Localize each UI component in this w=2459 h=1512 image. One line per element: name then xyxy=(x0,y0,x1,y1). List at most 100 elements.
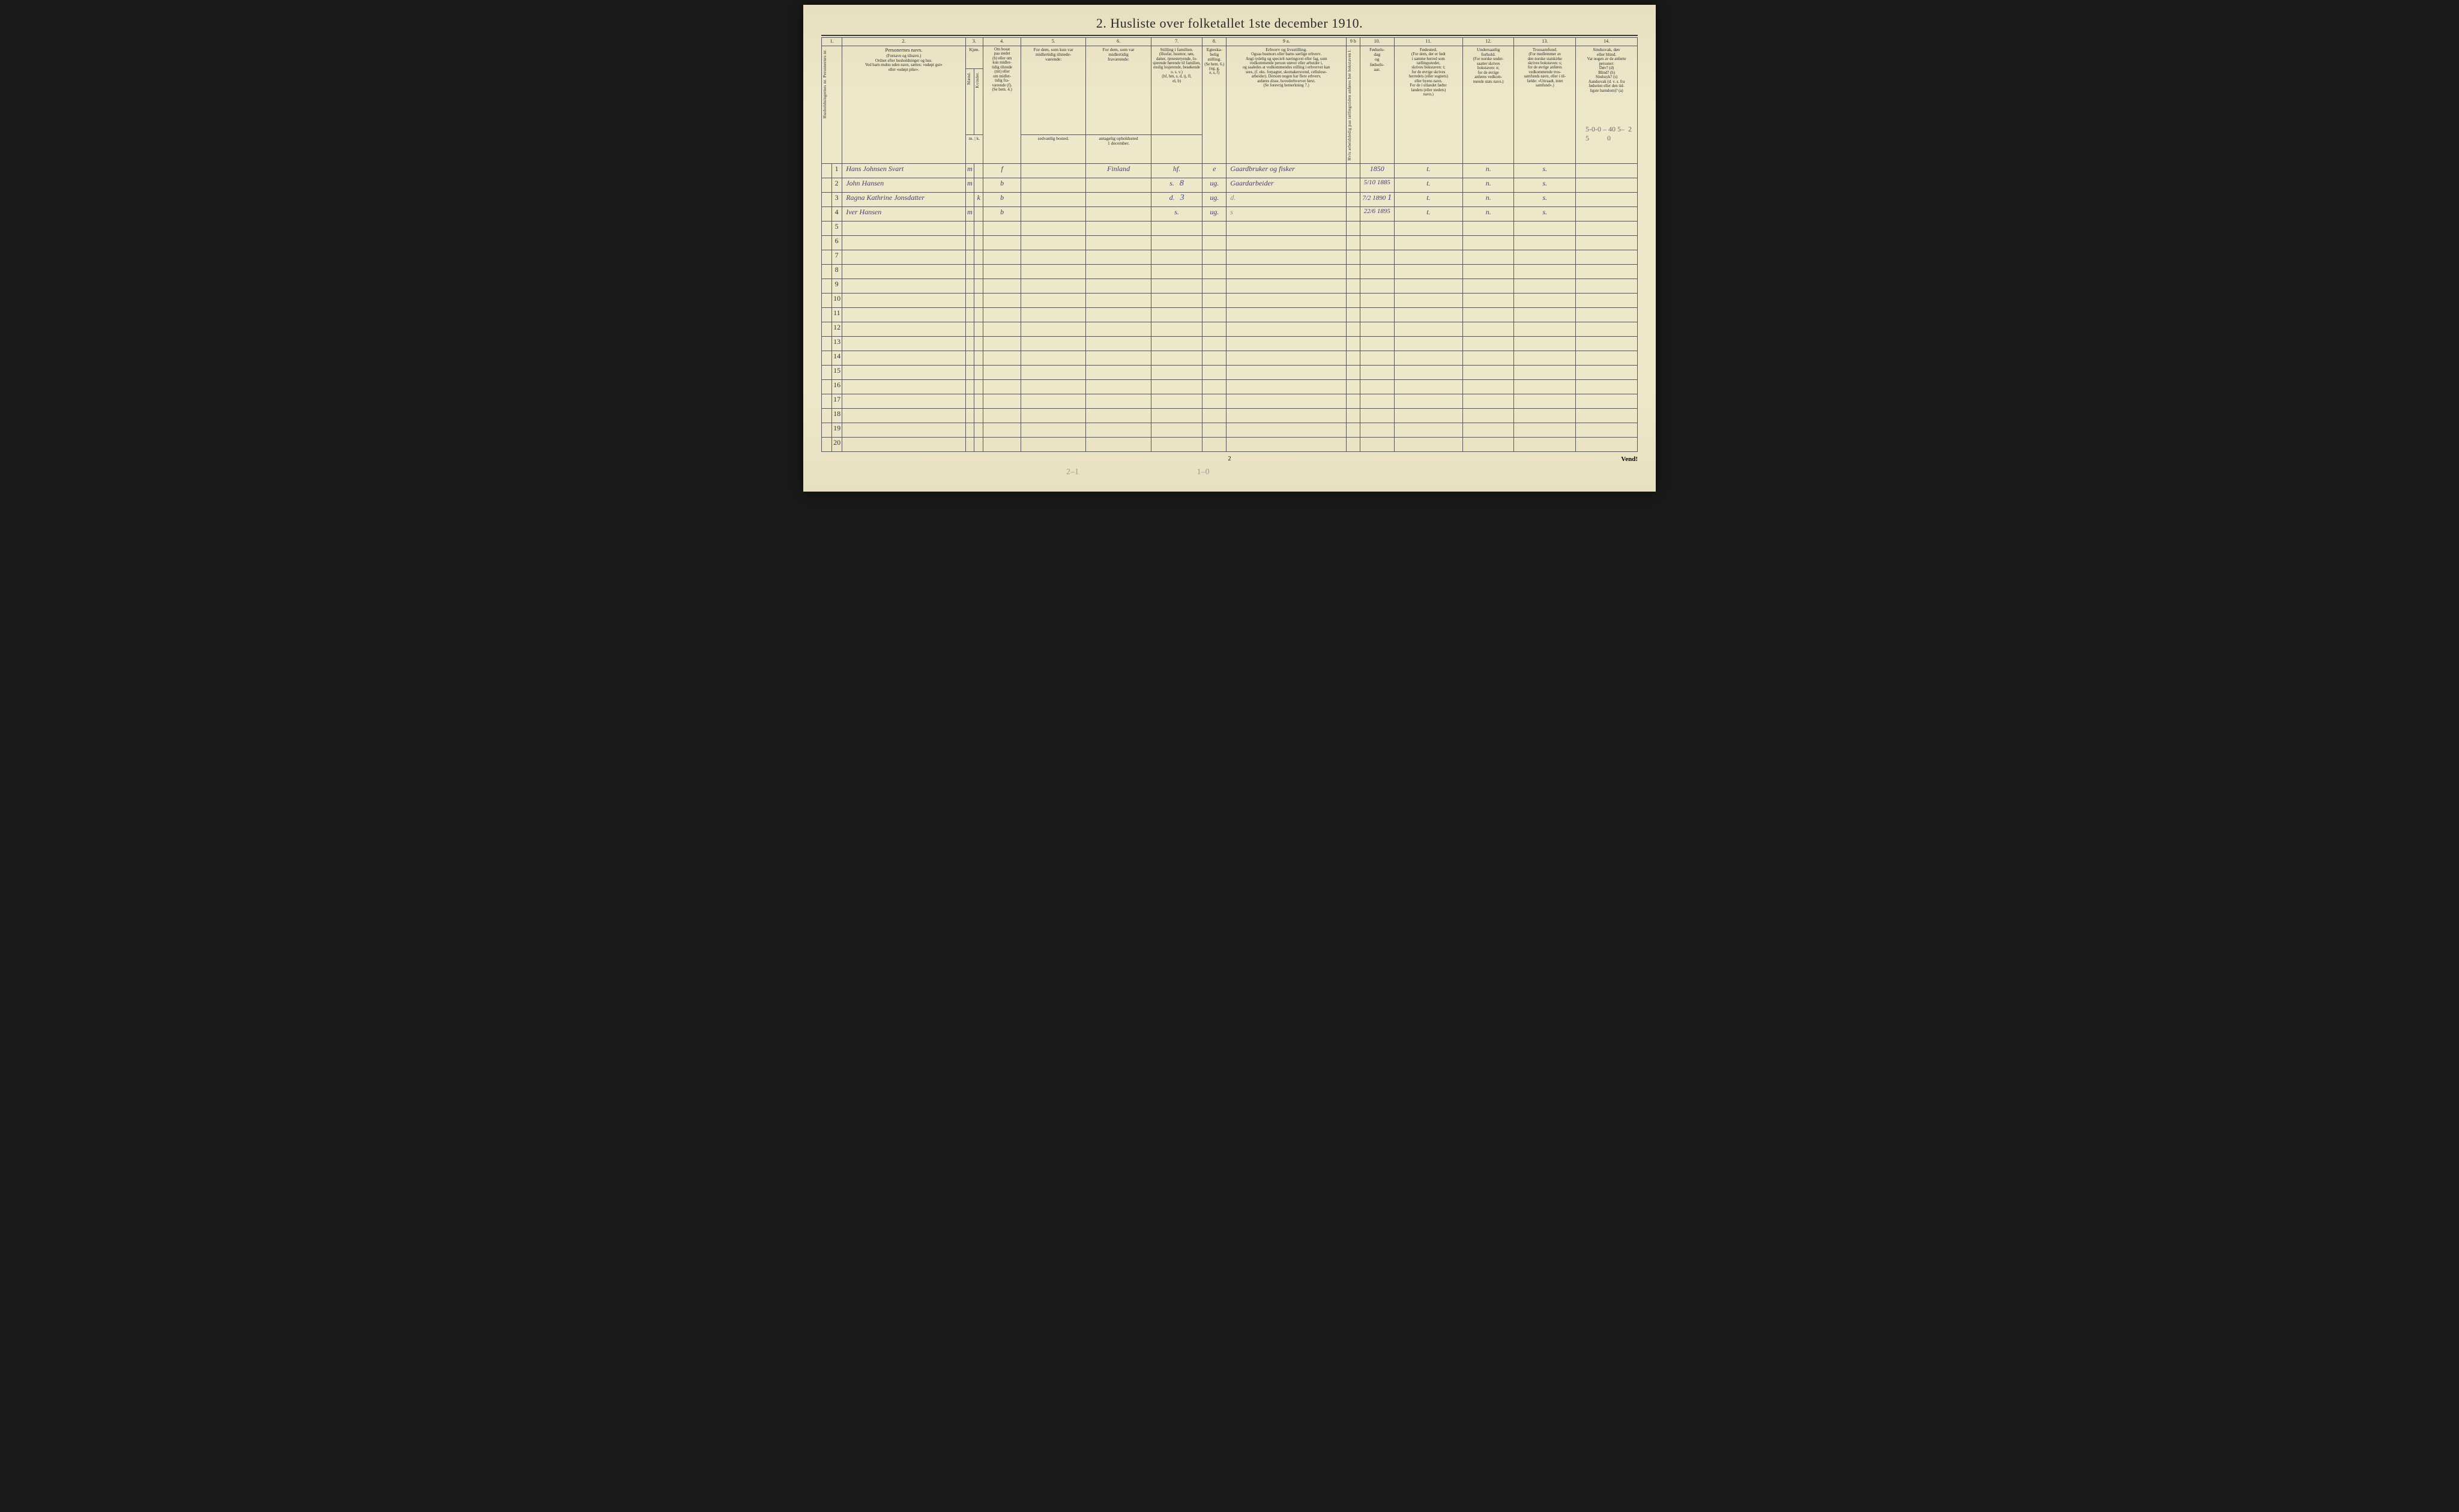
cell-dob: 22/6 1895 xyxy=(1360,206,1394,221)
cell-religion: s. xyxy=(1514,192,1576,206)
cell-c14 xyxy=(1576,178,1638,192)
cell-c9b xyxy=(1346,206,1360,221)
row-number: 2 xyxy=(832,178,842,192)
row-number: 1 xyxy=(832,163,842,178)
cell-nationality: n. xyxy=(1462,178,1514,192)
cell-residence: b xyxy=(983,178,1021,192)
cell-religion: s. xyxy=(1514,163,1576,178)
cell-sex-m: m xyxy=(965,163,974,178)
cell-sex-k xyxy=(974,163,983,178)
cell-sex-m xyxy=(965,192,974,206)
colnum-11: 11. xyxy=(1394,38,1462,46)
table-row: 14 xyxy=(822,351,1638,365)
col4-header: Om bosat paa stedet (b) eller om kun mid… xyxy=(983,46,1021,163)
cell-c9b xyxy=(1346,192,1360,206)
row-number: 4 xyxy=(832,206,842,221)
cell-marital: ug. xyxy=(1202,192,1226,206)
cell-residence: f xyxy=(983,163,1021,178)
cell-religion: s. xyxy=(1514,178,1576,192)
cell-occupation: s xyxy=(1226,206,1347,221)
table-row: 6 xyxy=(822,235,1638,250)
cell-c14 xyxy=(1576,192,1638,206)
cell-birthplace: t. xyxy=(1394,163,1462,178)
table-row: 9 xyxy=(822,279,1638,293)
table-row: 20 xyxy=(822,437,1638,451)
table-row: 12 xyxy=(822,322,1638,336)
cell-family: s. 8 xyxy=(1151,178,1202,192)
table-row: 16 xyxy=(822,379,1638,394)
cell-c5 xyxy=(1021,163,1086,178)
cell-name: Hans Johnsen Svart xyxy=(842,163,965,178)
colnum-12: 12. xyxy=(1462,38,1514,46)
col3-maend: Mænd. xyxy=(965,69,974,134)
col2-header: Personernes navn. (Fornavn og tilnavn.) … xyxy=(842,46,965,163)
cell-occupation: Gaardbruker og fisker xyxy=(1226,163,1347,178)
table-row: 13 xyxy=(822,336,1638,351)
table-row: 4 Iver Hansen m b s. ug. s 22/6 1895 t. … xyxy=(822,206,1638,221)
row-number: 3 xyxy=(832,192,842,206)
table-body: 1 Hans Johnsen Svart m f Finland hf. e G… xyxy=(822,163,1638,451)
table-row: 19 xyxy=(822,423,1638,437)
col8-header: Egteska- belig stilling. (Se bem. 6.) (u… xyxy=(1202,46,1226,163)
cell-dob: 5/10 1885 xyxy=(1360,178,1394,192)
table-row: 11 xyxy=(822,307,1638,322)
cell-nationality: n. xyxy=(1462,163,1514,178)
census-page: 2. Husliste over folketallet 1ste decemb… xyxy=(803,5,1656,492)
col3-header: Kjøn. xyxy=(965,46,983,68)
cell-sex-m: m xyxy=(965,178,974,192)
cell-birthplace: t. xyxy=(1394,178,1462,192)
cell-c5 xyxy=(1021,206,1086,221)
cell-birthplace: t. xyxy=(1394,192,1462,206)
cell-c6 xyxy=(1086,206,1151,221)
cell-name: Ragna Kathrine Jonsdatter xyxy=(842,192,965,206)
col5-sub: sedvanlig bosted. xyxy=(1021,134,1086,163)
col3-kvinder: Kvinder. xyxy=(974,69,983,134)
col6-sub: antagelig opholdssted 1 december. xyxy=(1086,134,1151,163)
table-row: 8 xyxy=(822,264,1638,279)
census-table: 1. 2. 3. 4. 5. 6. 7. 8. 9 a. 9 b 10. 11.… xyxy=(821,37,1638,452)
table-row: 10 xyxy=(822,293,1638,307)
header-main-row: Husholdningernes nr. Personernes nr. Per… xyxy=(822,46,1638,68)
colnum-4: 4. xyxy=(983,38,1021,46)
page-footer: 2 Vend! 2–1 1–0 xyxy=(821,456,1638,474)
colnum-1: 1. xyxy=(822,38,842,46)
footer-vend: Vend! xyxy=(1621,456,1638,463)
cell-marital: e xyxy=(1202,163,1226,178)
table-header: 1. 2. 3. 4. 5. 6. 7. 8. 9 a. 9 b 10. 11.… xyxy=(822,38,1638,164)
table-row: 5 xyxy=(822,221,1638,235)
cell-sex-k: k xyxy=(974,192,983,206)
page-title: 2. Husliste over folketallet 1ste decemb… xyxy=(821,16,1638,31)
cell-c5 xyxy=(1021,178,1086,192)
colnum-2: 2. xyxy=(842,38,965,46)
footer-page-number: 2 xyxy=(1228,456,1231,462)
cell-sex-k xyxy=(974,178,983,192)
cell-name: John Hansen xyxy=(842,178,965,192)
cell-c9b xyxy=(1346,178,1360,192)
cell-c6 xyxy=(1086,178,1151,192)
table-row: 2 John Hansen m b s. 8 ug. Gaardarbeider… xyxy=(822,178,1638,192)
cell-c14 xyxy=(1576,206,1638,221)
column-number-row: 1. 2. 3. 4. 5. 6. 7. 8. 9 a. 9 b 10. 11.… xyxy=(822,38,1638,46)
col9a-header: Erhverv og livsstilling. Ogsaa husmors e… xyxy=(1226,46,1347,163)
cell-c9b xyxy=(1346,163,1360,178)
col3-mk: m. | k. xyxy=(965,134,983,163)
col5-header: For dem, som kun var midlertidig tilsted… xyxy=(1021,46,1086,134)
col14-header: Sindssvak, døv eller blind. Var nogen av… xyxy=(1576,46,1638,163)
cell-family: d. 3 xyxy=(1151,192,1202,206)
colnum-9a: 9 a. xyxy=(1226,38,1347,46)
cell-c6: Finland xyxy=(1086,163,1151,178)
cell-c5 xyxy=(1021,192,1086,206)
col6-header: For dem, som var midlertidig fraværende: xyxy=(1086,46,1151,134)
table-row: 3 Ragna Kathrine Jonsdatter k b d. 3 ug.… xyxy=(822,192,1638,206)
col7-sub xyxy=(1151,134,1202,163)
cell-birthplace: t. xyxy=(1394,206,1462,221)
table-row: 17 xyxy=(822,394,1638,408)
table-row: 18 xyxy=(822,408,1638,423)
col1-header: Husholdningernes nr. Personernes nr. xyxy=(822,46,842,163)
cell-nationality: n. xyxy=(1462,192,1514,206)
table-row: 7 xyxy=(822,250,1638,264)
footer-faint-mid: 1–0 xyxy=(1197,468,1210,477)
cell-occupation: d. xyxy=(1226,192,1347,206)
colnum-5: 5. xyxy=(1021,38,1086,46)
cell-c6 xyxy=(1086,192,1151,206)
